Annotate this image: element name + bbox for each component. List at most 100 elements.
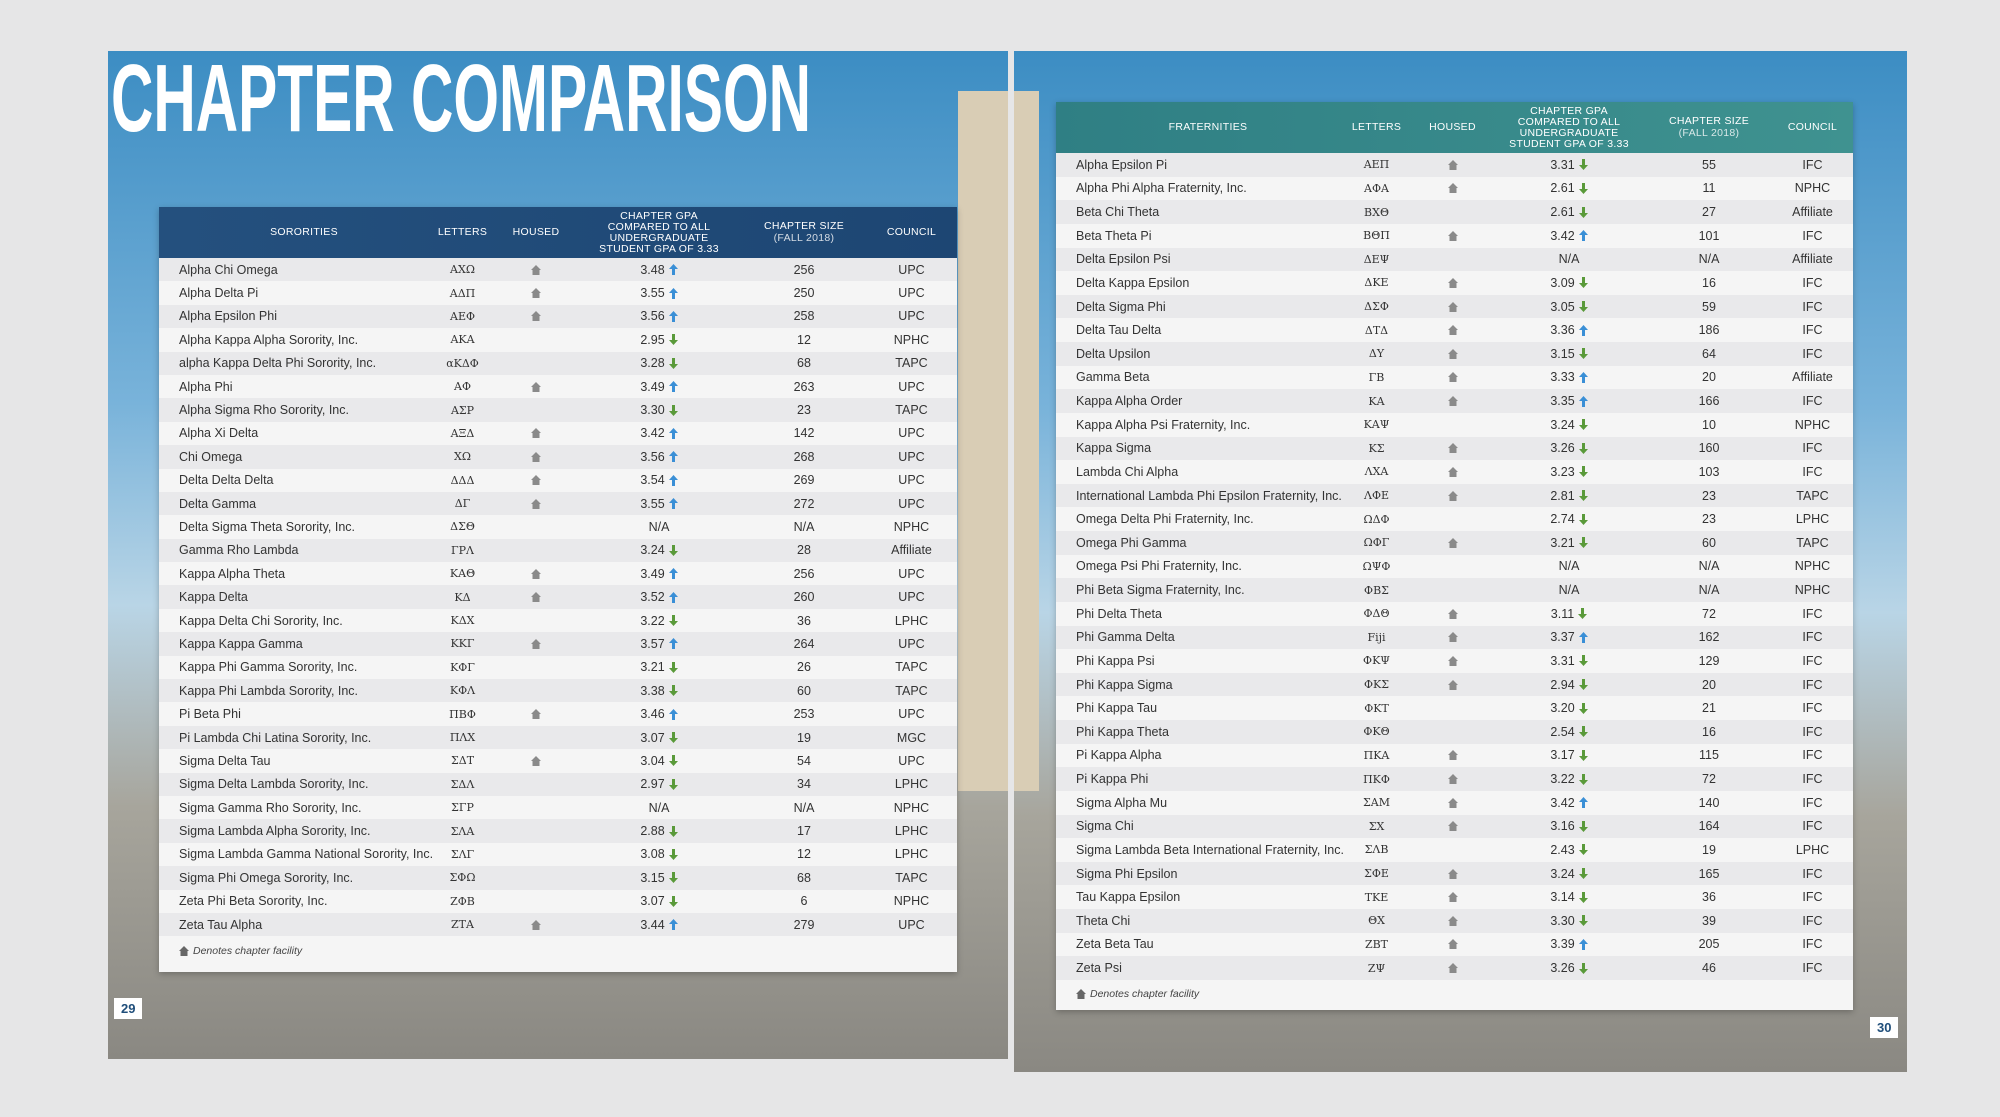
table-row: Phi Kappa Theta ΦΚΘ 2.54 16 IFC: [1056, 720, 1853, 744]
table-cell: [496, 451, 576, 462]
trend-arrow: [668, 825, 678, 837]
chapter-size: 10: [1702, 417, 1716, 432]
chapter-gpa: 3.21: [640, 660, 665, 675]
table-cell: Pi Beta Phi: [159, 707, 429, 721]
table-cell: 3.52: [576, 590, 742, 604]
council: IFC: [1802, 323, 1823, 338]
chapter-size: N/A: [1698, 583, 1720, 598]
table-cell: ΑΦΑ: [1340, 182, 1413, 195]
council: LPHC: [894, 777, 929, 792]
chapter-gpa: 3.49: [640, 566, 665, 581]
header-text: COUNCIL: [886, 226, 937, 238]
trend-arrow: [1578, 726, 1588, 738]
chapter-name: Phi Kappa Theta: [1076, 724, 1169, 739]
chapter-size: 17: [797, 824, 811, 839]
table-cell: IFC: [1772, 229, 1853, 243]
trend-arrow: [1578, 820, 1588, 832]
greek-letters: ΑΔΠ: [449, 286, 476, 300]
table-cell: 142: [742, 426, 866, 440]
chapter-size: 160: [1698, 441, 1720, 456]
house-icon: [1447, 915, 1458, 926]
table-cell: ΓΒ: [1340, 371, 1413, 384]
table-cell: ΚΦΛ: [429, 684, 496, 697]
chapter-name: Kappa Phi Lambda Sorority, Inc.: [179, 683, 359, 698]
table-row: Chi Omega ΧΩ 3.56 268 UPC: [159, 445, 957, 469]
table-cell: Affiliate: [1772, 205, 1853, 219]
table-cell: 263: [742, 380, 866, 394]
table-cell: [1413, 608, 1492, 619]
table-cell: 140: [1646, 796, 1772, 810]
table-cell: ΦΒΣ: [1340, 584, 1413, 597]
table-cell: Phi Gamma Delta: [1056, 630, 1340, 644]
table-cell: 21: [1646, 701, 1772, 715]
table-cell: ΑΞΔ: [429, 427, 496, 440]
chapter-size: 16: [1702, 724, 1716, 739]
table-cell: 186: [1646, 323, 1772, 337]
table-row: Pi Beta Phi ΠΒΦ 3.46 253 UPC: [159, 702, 957, 725]
table-cell: 60: [1646, 536, 1772, 550]
council: UPC: [898, 590, 925, 605]
table-cell: [1413, 655, 1492, 666]
chapter-size: 256: [793, 566, 815, 581]
house-icon: [1447, 301, 1458, 312]
table-cell: Delta Gamma: [159, 497, 429, 511]
chapter-gpa: 3.42: [640, 426, 665, 441]
house-icon: [1447, 868, 1458, 879]
chapter-name: Kappa Sigma: [1076, 441, 1152, 456]
greek-letters: ΔΚΕ: [1364, 276, 1389, 290]
council: LPHC: [894, 824, 929, 839]
greek-letters: ΚΦΛ: [449, 684, 476, 698]
table-cell: 3.36: [1492, 323, 1646, 337]
greek-letters: ΧΩ: [454, 450, 471, 464]
table-cell: 205: [1646, 937, 1772, 951]
house-icon: [1447, 892, 1458, 903]
chapter-size: N/A: [1698, 559, 1720, 574]
table-cell: ΦΚΘ: [1340, 725, 1413, 738]
table-cell: 26: [742, 660, 866, 674]
council: NPHC: [1794, 417, 1831, 432]
table-cell: UPC: [866, 497, 957, 511]
house-icon: [531, 498, 541, 509]
table-cell: Tau Kappa Epsilon: [1056, 890, 1340, 904]
table-cell: Sigma Gamma Rho Sorority, Inc.: [159, 801, 429, 815]
greek-letters: ΚΔΧ: [450, 614, 475, 628]
chapter-name: Alpha Phi: [179, 379, 233, 394]
table-cell: ΠΛΧ: [429, 731, 496, 744]
table-cell: 2.74: [1492, 512, 1646, 526]
chapter-gpa: 2.94: [1550, 677, 1575, 692]
chapter-gpa: 3.04: [640, 753, 665, 768]
chapter-gpa: 2.81: [1550, 488, 1575, 503]
header-text: CHAPTER GPA COMPARED TO ALL UNDERGRADUAT…: [599, 209, 719, 255]
table-row: Delta Kappa Epsilon ΔΚΕ 3.09 16 IFC: [1056, 271, 1853, 295]
council: IFC: [1802, 464, 1823, 479]
table-cell: Delta Upsilon: [1056, 347, 1340, 361]
chapter-size: 28: [797, 543, 811, 558]
table-row: Sigma Lambda Beta International Fraterni…: [1056, 838, 1853, 862]
chapter-size: 60: [1702, 535, 1716, 550]
table-row: Sigma Phi Omega Sorority, Inc. ΣΦΩ 3.15 68 T…: [159, 866, 957, 890]
table-cell: 3.21: [576, 660, 742, 674]
house-icon: [531, 381, 541, 392]
table-cell: Delta Delta Delta: [159, 473, 429, 487]
chapter-name: Kappa Kappa Gamma: [179, 636, 303, 651]
table-cell: TAPC: [866, 684, 957, 698]
house-icon: [179, 945, 189, 956]
chapter-name: Pi Lambda Chi Latina Sorority, Inc.: [179, 730, 372, 745]
trend-arrow: [1578, 915, 1588, 927]
header-text: SORORITIES: [270, 226, 338, 238]
table-cell: LPHC: [866, 777, 957, 791]
table-cell: IFC: [1772, 300, 1853, 314]
greek-letters: ΩΔΦ: [1363, 512, 1390, 526]
house-icon: [531, 475, 541, 486]
greek-letters: ΚΚΓ: [450, 637, 475, 651]
table-cell: 3.26: [1492, 441, 1646, 455]
greek-letters: ΚΑΨ: [1363, 418, 1390, 432]
table-row: Kappa Sigma ΚΣ 3.26 160 IFC: [1056, 436, 1853, 461]
council: UPC: [898, 473, 925, 488]
trend-arrow: [1578, 962, 1588, 974]
greek-letters: Fiji: [1367, 630, 1386, 644]
trend-arrow: [668, 404, 678, 416]
table-cell: N/A: [1492, 559, 1646, 573]
council: IFC: [1802, 961, 1823, 976]
chapter-gpa: 3.44: [640, 917, 665, 932]
